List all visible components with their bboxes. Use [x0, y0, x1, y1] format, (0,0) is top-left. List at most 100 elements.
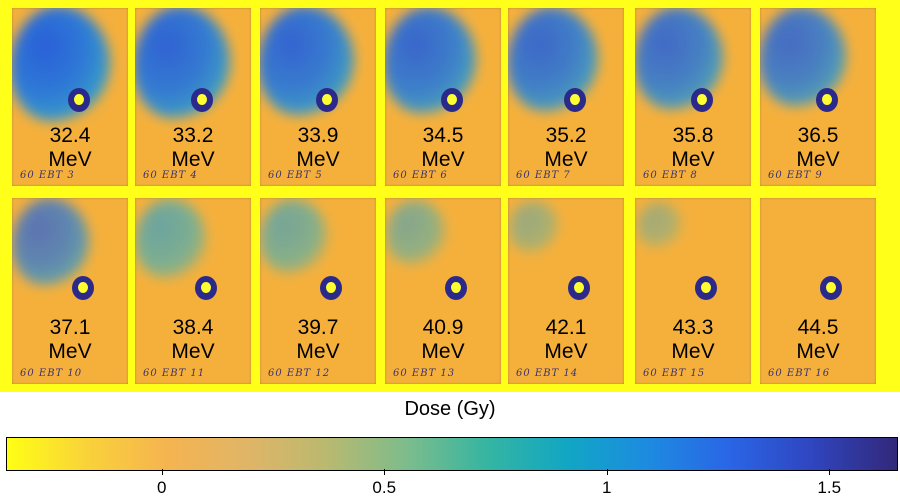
energy-unit: MeV: [796, 148, 840, 171]
marker-ring: [72, 276, 94, 300]
handwritten-note: 60 EBT 12: [268, 368, 331, 379]
energy-label: 32.4 MeV: [12, 124, 128, 172]
energy-unit: MeV: [48, 340, 92, 363]
dose-region: [135, 198, 207, 278]
film-tile: 32.4 MeV 60 EBT 3: [12, 8, 128, 186]
energy-label: 38.4 MeV: [135, 316, 251, 364]
film-tile: 42.1 MeV 60 EBT 14: [508, 198, 624, 384]
film-tile: 33.9 MeV 60 EBT 5: [260, 8, 376, 186]
handwritten-note: 60 EBT 15: [643, 368, 706, 379]
marker-ring: [191, 88, 213, 112]
energy-label: 43.3 MeV: [635, 316, 751, 364]
handwritten-note: 60 EBT 11: [143, 368, 206, 379]
marker-ring: [68, 88, 90, 112]
energy-label: 34.5 MeV: [385, 124, 501, 172]
handwritten-note: 60 EBT 16: [768, 368, 831, 379]
dose-region: [260, 199, 328, 274]
energy-label: 37.1 MeV: [12, 316, 128, 364]
handwritten-note: 60 EBT 5: [268, 170, 323, 181]
energy-value: 37.1: [49, 316, 91, 339]
energy-unit: MeV: [544, 340, 588, 363]
handwritten-note: 60 EBT 6: [393, 170, 448, 181]
energy-value: 38.4: [172, 316, 214, 339]
marker-ring: [564, 88, 586, 112]
energy-value: 33.2: [172, 124, 214, 147]
colorbar-tick: [606, 469, 608, 475]
dose-region: [636, 201, 681, 247]
energy-value: 43.3: [672, 316, 714, 339]
dose-region: [12, 198, 89, 285]
energy-value: 40.9: [422, 316, 464, 339]
energy-unit: MeV: [421, 340, 465, 363]
energy-unit: MeV: [671, 340, 715, 363]
energy-unit: MeV: [296, 148, 340, 171]
marker-ring: [691, 88, 713, 112]
film-tile: 43.3 MeV 60 EBT 15: [635, 198, 751, 384]
marker-ring: [316, 88, 338, 112]
handwritten-note: 60 EBT 7: [516, 170, 571, 181]
colorbar-tick-label: 0.5: [372, 478, 397, 497]
marker-ring: [820, 276, 842, 300]
energy-label: 42.1 MeV: [508, 316, 624, 364]
marker-ring: [568, 276, 590, 300]
dose-region: [385, 200, 445, 265]
film-tile: 37.1 MeV 60 EBT 10: [12, 198, 128, 384]
handwritten-note: 60 EBT 10: [20, 368, 83, 379]
handwritten-note: 60 EBT 14: [516, 368, 579, 379]
handwritten-note: 60 EBT 9: [768, 170, 823, 181]
film-tile: 36.5 MeV 60 EBT 9: [760, 8, 876, 186]
dose-region: [509, 201, 558, 252]
energy-value: 36.5: [797, 124, 839, 147]
energy-label: 35.2 MeV: [508, 124, 624, 172]
energy-value: 42.1: [545, 316, 587, 339]
handwritten-note: 60 EBT 4: [143, 170, 198, 181]
film-tile: 35.2 MeV 60 EBT 7: [508, 8, 624, 186]
colorbar-tick: [829, 469, 831, 475]
colorbar-tick-label: 1: [602, 478, 612, 497]
energy-unit: MeV: [421, 148, 465, 171]
energy-label: 40.9 MeV: [385, 316, 501, 364]
energy-label: 39.7 MeV: [260, 316, 376, 364]
dose-region: [135, 8, 231, 118]
energy-value: 39.7: [297, 316, 339, 339]
handwritten-note: 60 EBT 3: [20, 170, 75, 181]
energy-value: 32.4: [49, 124, 91, 147]
colorbar-tick: [161, 469, 163, 475]
energy-unit: MeV: [48, 148, 92, 171]
film-tile: 35.8 MeV 60 EBT 8: [635, 8, 751, 186]
energy-label: 44.5 MeV: [760, 316, 876, 364]
colorbar: [6, 437, 898, 471]
film-tile: 33.2 MeV 60 EBT 4: [135, 8, 251, 186]
marker-ring: [320, 276, 342, 300]
dose-region: [260, 8, 354, 116]
film-tile: 40.9 MeV 60 EBT 13: [385, 198, 501, 384]
colorbar-tick-label: 0: [157, 478, 167, 497]
film-grid: 32.4 MeV 60 EBT 3 33.2 MeV 60 EBT 4 33.9 MeV 60 …: [0, 0, 900, 392]
energy-value: 35.2: [545, 124, 587, 147]
marker-ring: [445, 276, 467, 300]
energy-unit: MeV: [671, 148, 715, 171]
film-tile: 38.4 MeV 60 EBT 11: [135, 198, 251, 384]
marker-ring: [441, 88, 463, 112]
energy-unit: MeV: [544, 148, 588, 171]
film-tile: 39.7 MeV 60 EBT 12: [260, 198, 376, 384]
handwritten-note: 60 EBT 13: [393, 368, 456, 379]
marker-ring: [695, 276, 717, 300]
marker-ring: [195, 276, 217, 300]
energy-label: 33.2 MeV: [135, 124, 251, 172]
energy-label: 33.9 MeV: [260, 124, 376, 172]
energy-label: 36.5 MeV: [760, 124, 876, 172]
energy-value: 35.8: [672, 124, 714, 147]
marker-ring: [816, 88, 838, 112]
energy-value: 34.5: [422, 124, 464, 147]
film-tile: 44.5 MeV 60 EBT 16: [760, 198, 876, 384]
colorbar-tick-label: 1.5: [817, 478, 842, 497]
energy-unit: MeV: [171, 340, 215, 363]
film-tile: 34.5 MeV 60 EBT 6: [385, 8, 501, 186]
energy-value: 33.9: [297, 124, 339, 147]
handwritten-note: 60 EBT 8: [643, 170, 698, 181]
energy-label: 35.8 MeV: [635, 124, 751, 172]
colorbar-title: Dose (Gy): [404, 398, 496, 420]
energy-unit: MeV: [296, 340, 340, 363]
dose-region: [12, 8, 110, 121]
